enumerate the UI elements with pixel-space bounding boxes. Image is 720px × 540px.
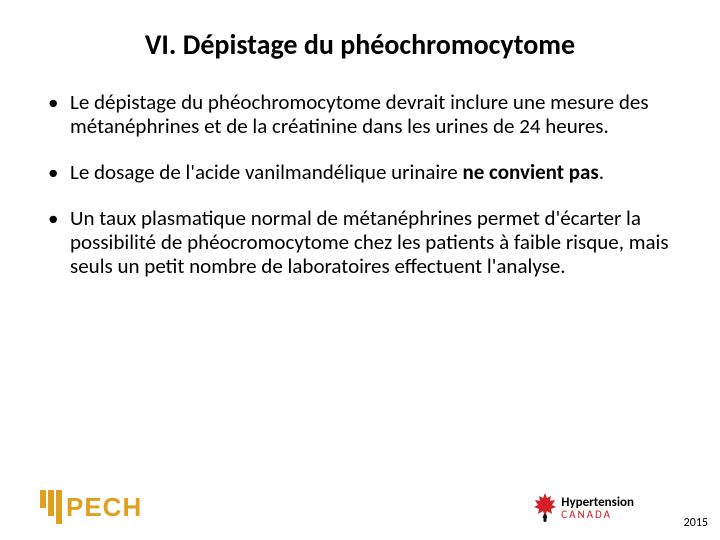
bullet-list: Le dépistage du phéochromocytome devrait… <box>40 90 680 279</box>
year-label: 2015 <box>684 516 708 530</box>
hc-text: Hypertension CANADA <box>561 496 634 520</box>
hypertension-canada-logo: Hypertension CANADA <box>533 492 634 524</box>
slide: VI. Dépistage du phéochromocytome Le dép… <box>0 0 720 540</box>
pech-logo: PECH <box>40 490 142 524</box>
pech-bars-icon <box>40 490 62 524</box>
hc-line2: CANADA <box>561 509 634 520</box>
slide-title: VI. Dépistage du phéochromocytome <box>40 28 680 62</box>
list-item: Le dosage de l'acide vanilmandélique uri… <box>48 160 680 184</box>
maple-leaf-icon <box>533 492 557 524</box>
list-item: Le dépistage du phéochromocytome devrait… <box>48 90 680 138</box>
list-item: Un taux plasmatique normal de métanéphri… <box>48 206 680 278</box>
pech-label: PECH <box>66 492 142 523</box>
footer: PECH Hypertension CANADA 2015 <box>40 476 708 530</box>
